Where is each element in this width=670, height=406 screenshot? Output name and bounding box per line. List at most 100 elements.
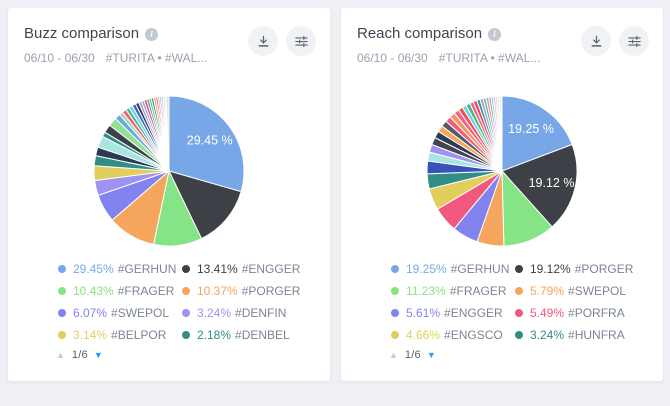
legend-percent: 4.66% xyxy=(406,328,441,342)
legend-dot-icon xyxy=(515,309,523,317)
card-title: Reach comparison xyxy=(357,25,483,42)
buzz-legend: 29.45% #GERHUN 13.41% #ENGGER 10.43% #FRAGER 1… xyxy=(58,262,330,342)
legend-dot-icon xyxy=(391,265,399,273)
reach-legend: 19.25% #GERHUN 19.12% #PORGER 11.23% #FRAGER 5… xyxy=(391,262,663,342)
legend-dot-icon xyxy=(58,287,66,295)
legend-item[interactable]: 11.23% #FRAGER xyxy=(391,284,515,298)
legend-dot-icon xyxy=(182,265,190,273)
legend-percent: 10.43% xyxy=(73,284,114,298)
legend-item[interactable]: 2.18% #DENBEL xyxy=(182,328,330,342)
legend-hashtag: #PORFRA xyxy=(568,306,625,320)
date-range: 06/10 - 06/30 xyxy=(357,51,428,65)
pie-slice[interactable] xyxy=(168,95,245,193)
legend-dot-icon xyxy=(515,331,523,339)
page-down-icon[interactable]: ▼ xyxy=(426,350,436,360)
buzz-comparison-card: Buzz comparison i 06/10 - 06/30 #TURITA •… xyxy=(8,8,330,381)
pie-slice-label: 19.12 % xyxy=(529,176,575,190)
legend-hashtag: #SWEPOL xyxy=(111,306,170,320)
buzz-pie-chart[interactable]: 29.45 % xyxy=(91,93,247,249)
legend-hashtag: #FRAGER xyxy=(117,284,175,298)
date-range: 06/10 - 06/30 xyxy=(24,51,95,65)
pie-slice-label: 29.45 % xyxy=(187,133,233,147)
download-button[interactable] xyxy=(248,26,278,56)
page-indicator: 1/6 xyxy=(71,349,88,361)
legend-dot-icon xyxy=(58,309,66,317)
hashtag-filters: #TURITA • #WAL... xyxy=(105,51,208,65)
legend-percent: 5.79% xyxy=(530,284,565,298)
legend-hashtag: #PORGER xyxy=(241,284,301,298)
legend-dot-icon xyxy=(182,287,190,295)
legend-hashtag: #DENBEL xyxy=(235,328,290,342)
legend-item[interactable]: 3.24% #DENFIN xyxy=(182,306,330,320)
legend-percent: 5.61% xyxy=(406,306,441,320)
card-header: Buzz comparison i 06/10 - 06/30 #TURITA •… xyxy=(8,8,330,65)
legend-percent: 19.25% xyxy=(406,262,447,276)
legend-hashtag: #DENFIN xyxy=(235,306,287,320)
legend-dot-icon xyxy=(58,265,66,273)
legend-pager: ▲ 1/6 ▼ xyxy=(56,349,330,361)
info-icon[interactable]: i xyxy=(488,27,502,41)
legend-pager: ▲ 1/6 ▼ xyxy=(389,349,663,361)
legend-percent: 2.18% xyxy=(197,328,232,342)
legend-percent: 3.14% xyxy=(73,328,108,342)
pie-slice[interactable] xyxy=(165,95,170,172)
legend-item[interactable]: 3.24% #HUNFRA xyxy=(515,328,663,342)
legend-item[interactable]: 5.61% #ENGGER xyxy=(391,306,515,320)
pie-slice-label: 19.25 % xyxy=(508,122,554,136)
filter-button[interactable] xyxy=(619,26,649,56)
legend-item[interactable]: 13.41% #ENGGER xyxy=(182,262,330,276)
legend-item[interactable]: 10.37% #PORGER xyxy=(182,284,330,298)
reach-comparison-card: Reach comparison i 06/10 - 06/30 #TURITA … xyxy=(341,8,663,381)
filter-sliders-icon xyxy=(627,34,642,49)
pie-slice[interactable] xyxy=(501,143,578,228)
legend-hashtag: #FRAGER xyxy=(449,284,507,298)
page-up-icon[interactable]: ▲ xyxy=(389,350,398,360)
card-title: Buzz comparison xyxy=(24,25,140,42)
legend-hashtag: #ENGGER xyxy=(241,262,301,276)
legend-percent: 11.23% xyxy=(406,284,446,298)
legend-hashtag: #GERHUN xyxy=(450,262,510,276)
legend-item[interactable]: 3.14% #BELPOR xyxy=(58,328,182,342)
legend-hashtag: #SWEPOL xyxy=(568,284,627,298)
page-indicator: 1/6 xyxy=(404,349,421,361)
legend-dot-icon xyxy=(515,265,523,273)
legend-hashtag: #PORGER xyxy=(574,262,634,276)
legend-item[interactable]: 19.12% #PORGER xyxy=(515,262,663,276)
legend-dot-icon xyxy=(58,331,66,339)
info-icon[interactable]: i xyxy=(145,27,159,41)
card-subtitle: 06/10 - 06/30 #TURITA • #WAL... xyxy=(357,51,540,65)
legend-item[interactable]: 4.66% #ENGSCO xyxy=(391,328,515,342)
pie-slice[interactable] xyxy=(501,95,573,172)
legend-percent: 3.24% xyxy=(530,328,565,342)
hashtag-filters: #TURITA • #WAL... xyxy=(438,51,541,65)
legend-dot-icon xyxy=(182,309,190,317)
legend-hashtag: #ENGGER xyxy=(444,306,503,320)
download-icon xyxy=(589,34,604,49)
legend-item[interactable]: 10.43% #FRAGER xyxy=(58,284,182,298)
legend-percent: 6.07% xyxy=(73,306,108,320)
legend-dot-icon xyxy=(515,287,523,295)
legend-percent: 5.49% xyxy=(530,306,565,320)
download-icon xyxy=(256,34,271,49)
legend-item[interactable]: 6.07% #SWEPOL xyxy=(58,306,182,320)
legend-dot-icon xyxy=(391,287,399,295)
legend-dot-icon xyxy=(391,309,399,317)
legend-hashtag: #HUNFRA xyxy=(568,328,625,342)
reach-pie-chart[interactable]: 19.25 % 19.12 % xyxy=(424,93,580,249)
legend-item[interactable]: 5.49% #PORFRA xyxy=(515,306,663,320)
legend-dot-icon xyxy=(182,331,190,339)
pie-slice[interactable] xyxy=(168,170,242,240)
download-button[interactable] xyxy=(581,26,611,56)
legend-percent: 13.41% xyxy=(197,262,238,276)
card-subtitle: 06/10 - 06/30 #TURITA • #WAL... xyxy=(24,51,207,65)
page-up-icon[interactable]: ▲ xyxy=(56,350,65,360)
pie-slice[interactable] xyxy=(500,95,503,172)
legend-hashtag: #GERHUN xyxy=(117,262,177,276)
legend-item[interactable]: 29.45% #GERHUN xyxy=(58,262,182,276)
legend-percent: 29.45% xyxy=(73,262,114,276)
legend-item[interactable]: 19.25% #GERHUN xyxy=(391,262,515,276)
page-down-icon[interactable]: ▼ xyxy=(93,350,103,360)
filter-button[interactable] xyxy=(286,26,316,56)
legend-percent: 19.12% xyxy=(530,262,571,276)
legend-item[interactable]: 5.79% #SWEPOL xyxy=(515,284,663,298)
